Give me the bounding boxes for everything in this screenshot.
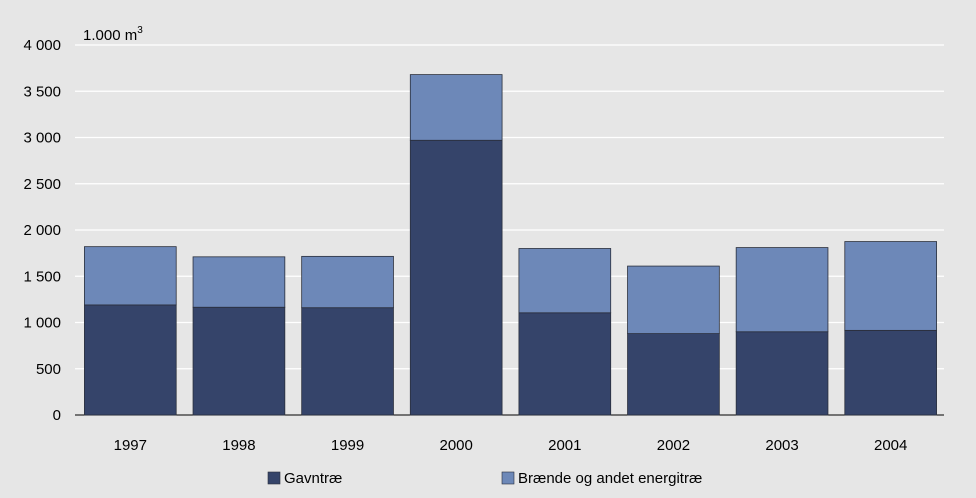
y-tick-label: 500 [36,361,61,378]
bar-gavntrae-1999 [301,307,394,416]
bar-gavntrae-2000 [409,139,503,416]
x-axis-labels: 1997 1998 1999 2000 2001 2002 2003 2004 [114,437,908,454]
bar-gavntrae-2003 [735,331,829,416]
x-tick-label: 2001 [548,437,581,454]
y-tick-label: 1 500 [23,268,61,285]
unit-label-text: 1.000 m [83,27,137,44]
bar-braende-2001 [518,248,612,314]
legend-item: Gavntræ [267,470,342,487]
x-tick-label: 2000 [440,437,473,454]
y-tick-label: 2 000 [23,222,61,239]
bar-braende-1998 [192,256,286,308]
y-tick-label: 2 500 [23,176,61,193]
bar-gavntrae-2002 [627,333,720,416]
unit-label: 1.000 m3 [83,25,143,44]
x-tick-label: 1998 [222,437,255,454]
bar-gavntrae-1998 [192,306,286,416]
bar-braende-1999 [301,255,394,309]
unit-label-superscript: 3 [137,25,143,36]
x-tick-label: 1999 [331,437,364,454]
x-tick-label: 2002 [657,437,690,454]
bar-braende-2000 [409,74,503,141]
x-tick-label: 2003 [765,437,798,454]
y-tick-label: 0 [53,407,61,424]
legend: Gavntræ Brænde og andet energitræ [267,470,702,487]
bar-gavntrae-2004 [844,329,937,416]
y-tick-label: 3 500 [23,83,61,100]
legend-label: Brænde og andet energitræ [518,470,702,487]
y-tick-label: 3 000 [23,130,61,147]
bar-gavntrae-1997 [84,304,177,416]
x-tick-label: 1997 [114,437,147,454]
bar-braende-1997 [84,246,177,306]
bar-braende-2003 [735,247,829,333]
legend-label: Gavntræ [284,470,342,487]
bar-braende-2004 [844,241,937,331]
bar-braende-2002 [627,265,720,335]
legend-swatch [501,471,515,485]
bar-gavntrae-2001 [518,312,612,416]
x-tick-label: 2004 [874,437,907,454]
bars [84,74,937,416]
legend-swatch [267,471,281,485]
y-tick-label: 4 000 [23,37,61,54]
y-tick-label: 1 000 [23,315,61,332]
legend-item: Brænde og andet energitræ [501,470,702,487]
